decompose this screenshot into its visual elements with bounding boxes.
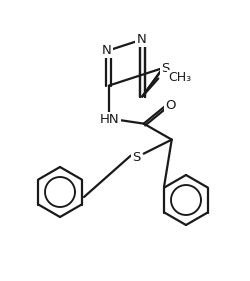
Text: O: O xyxy=(166,99,176,112)
Text: N: N xyxy=(102,44,112,57)
Text: N: N xyxy=(136,33,146,46)
Text: S: S xyxy=(161,62,169,74)
Text: CH₃: CH₃ xyxy=(168,71,192,84)
Text: HN: HN xyxy=(100,113,119,126)
Text: S: S xyxy=(132,151,141,164)
